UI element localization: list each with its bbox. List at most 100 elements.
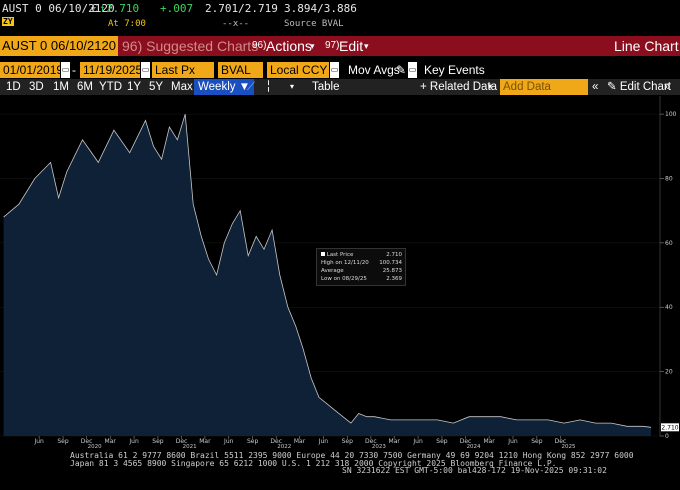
actions-number: 96) [252,40,267,51]
x-tick-label: Sep [247,438,259,445]
quote-yield: 3.894/3.886 [284,2,357,15]
x-tick-label: Dec [81,438,93,445]
footer-line-1: Australia 61 2 9777 8600 Brazil 5511 239… [70,451,634,460]
x-tick-label: Sep [531,438,543,445]
x-year-label: 2025 [561,444,575,448]
legend-high-label: High on 12/11/20 [321,260,369,266]
period-3d[interactable]: 3D [29,81,44,93]
x-axis: Jun Sep Dec Mar Jun Sep Dec Mar Jun Sep Dec Mar Jun S… [33,436,576,448]
y-axis: 0 20 40 60 80 100 [660,111,677,440]
suggested-charts-button[interactable]: 96) Suggested Charts [122,38,259,54]
x-year-label: 2021 [183,444,197,448]
x-tick-label: Mar [199,438,211,445]
start-date-field[interactable]: 01/01/2019 [0,62,63,78]
expand-icon[interactable]: » [664,81,671,93]
checkbox-icon[interactable]: ▭ [330,62,339,78]
period-toolbar: 1D 3D 1M 6M YTD 1Y 5Y Max Weekly ▼ ⟋ ╎ ▾… [0,79,680,95]
x-tick-label: Mar [294,438,306,445]
x-tick-label: Mar [483,438,495,445]
quote-time: At 7:00 [108,19,146,29]
y-tick-label: 40 [665,304,673,311]
x-tick-label: Dec [365,438,377,445]
checkbox-icon[interactable]: ▭ [408,62,417,78]
last-price-box [661,423,679,432]
key-events-toggle[interactable]: Key Events [424,63,485,77]
chart-parameters: 01/01/2019 ▭ - 11/19/2025 ▭ Last Px BVAL… [0,60,680,78]
calendar-icon[interactable]: ▭ [61,62,70,78]
pencil-icon[interactable]: ✎ [396,63,407,77]
legend-avg-value: 25.873 [382,268,402,274]
currency-field[interactable]: Local CCY [267,62,329,78]
y-tick-label: 80 [665,175,673,182]
x-tick-label: Dec [555,438,567,445]
x-tick-label: Dec [270,438,282,445]
footer-line-2: Japan 81 3 4565 8900 Singapore 65 6212 1… [70,458,557,468]
y-tick-label: 60 [665,240,673,247]
related-data-button[interactable]: + Related Data [420,81,498,93]
period-6m[interactable]: 6M [77,81,93,93]
period-1y[interactable]: 1Y [127,81,142,93]
page-title: Line Chart [614,38,679,54]
footer: Australia 61 2 9777 8600 Brazil 5511 239… [70,452,634,475]
legend-last-value: 2.710 [386,252,402,258]
price-field[interactable]: Last Px [152,62,214,78]
last-price-marker: 2.710 [661,423,679,432]
period-5y[interactable]: 5Y [149,81,164,93]
up-arrow-icon: ↑ [99,2,106,15]
frequency-label: Weekly [198,81,236,93]
x-tick-label: Dec [176,438,188,445]
x-tick-label: Sep [342,438,354,445]
y-tick-label: 0 [665,433,669,440]
chevron-down-icon[interactable]: ▾ [488,82,493,91]
period-1m[interactable]: 1M [53,81,69,93]
period-ytd[interactable]: YTD [99,81,122,93]
chevron-down-icon[interactable]: ▾ [290,82,295,91]
end-date-field[interactable]: 11/19/2025 [80,62,142,78]
x-year-label: 2022 [277,444,291,448]
quote-currency: € [91,2,98,15]
price-area [3,114,652,436]
x-tick-label: Jun [223,438,234,445]
pricing-source-field[interactable]: BVAL [218,62,263,78]
edit-menu[interactable]: Edit [339,38,364,54]
x-tick-label: Jun [412,438,423,445]
frequency-dropdown[interactable]: Weekly ▼ [194,79,255,95]
collapse-icon[interactable]: « [592,81,599,93]
calendar-icon[interactable]: ▭ [141,62,150,78]
quote-source: Source BVAL [284,19,344,29]
security-ticker-field[interactable]: AUST 0 06/10/2120 [0,36,118,56]
legend-low-label: Low on 08/29/25 [321,276,367,282]
function-header: AUST 0 06/10/2120 96) Suggested Charts 9… [0,36,680,56]
edit-chart-button[interactable]: ✎ Edit Chart [607,81,671,93]
mov-avgs-toggle[interactable]: Mov Avgs [348,63,400,77]
price-line [3,113,652,428]
x-year-label: 2024 [467,444,481,448]
legend-high-value: 100.734 [379,260,402,266]
add-data-input[interactable]: Add Data [500,79,588,95]
x-tick-label: Jun [33,438,44,445]
legend-last-label: Last Price [326,252,354,258]
line-chart-icon[interactable]: ⟋ [247,81,256,93]
actions-menu[interactable]: Actions [266,38,312,54]
chevron-down-icon: ▾ [310,41,315,51]
edit-number: 97) [325,40,340,51]
x-tick-label: Jun [318,438,329,445]
quote-ticker: AUST 0 06/10/2120 [2,2,115,15]
quote-bid-ask: 2.701/2.719 [205,2,278,15]
x-tick-label: Dec [460,438,472,445]
bar-style-icon[interactable]: ╎ [265,81,272,93]
period-1d[interactable]: 1D [6,81,21,93]
x-tick-label: Mar [105,438,117,445]
x-tick-label: Jun [128,438,139,445]
chart-legend[interactable]: Last Price 2.710 High on 12/11/20 100.73… [316,248,406,286]
x-tick-label: Sep [436,438,448,445]
quote-last: 2.710 [106,2,140,15]
table-button[interactable]: Table [312,81,340,93]
x-tick-label: Sep [57,438,69,445]
quote-change: +.007 [160,2,194,15]
x-tick-label: Sep [152,438,164,445]
period-max[interactable]: Max [171,81,193,93]
x-year-label: 2020 [88,444,102,448]
quote-strip: AUST 0 06/10/2120 € ↑ 2.710 +.007 2.701/… [0,0,680,36]
legend-last: Last Price [321,252,353,258]
